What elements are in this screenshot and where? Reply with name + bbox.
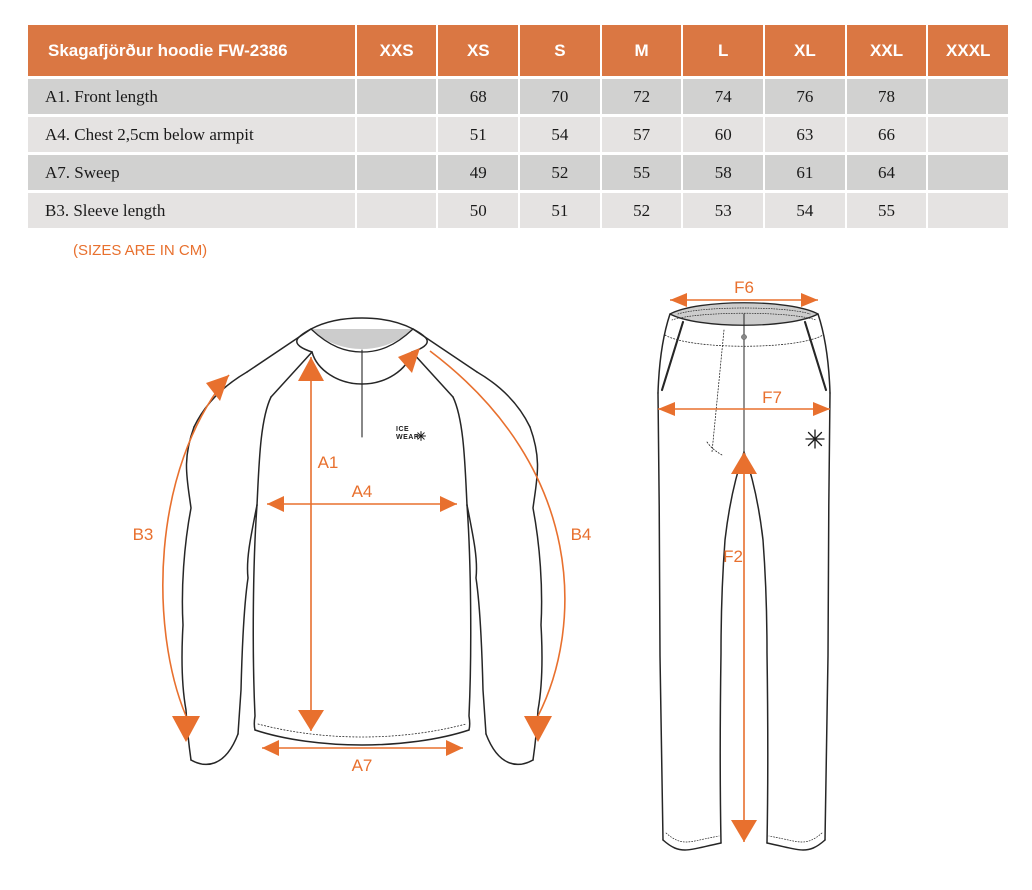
svg-text:F2: F2	[723, 547, 743, 566]
svg-text:B3: B3	[133, 525, 154, 544]
svg-text:B4: B4	[571, 525, 592, 544]
svg-text:A4: A4	[352, 482, 373, 501]
svg-text:F6: F6	[734, 278, 754, 297]
svg-text:ICE: ICE	[396, 426, 409, 433]
svg-text:F7: F7	[762, 388, 782, 407]
svg-text:A7: A7	[352, 756, 373, 775]
svg-text:WEAR: WEAR	[396, 434, 419, 441]
svg-text:A1: A1	[318, 453, 339, 472]
